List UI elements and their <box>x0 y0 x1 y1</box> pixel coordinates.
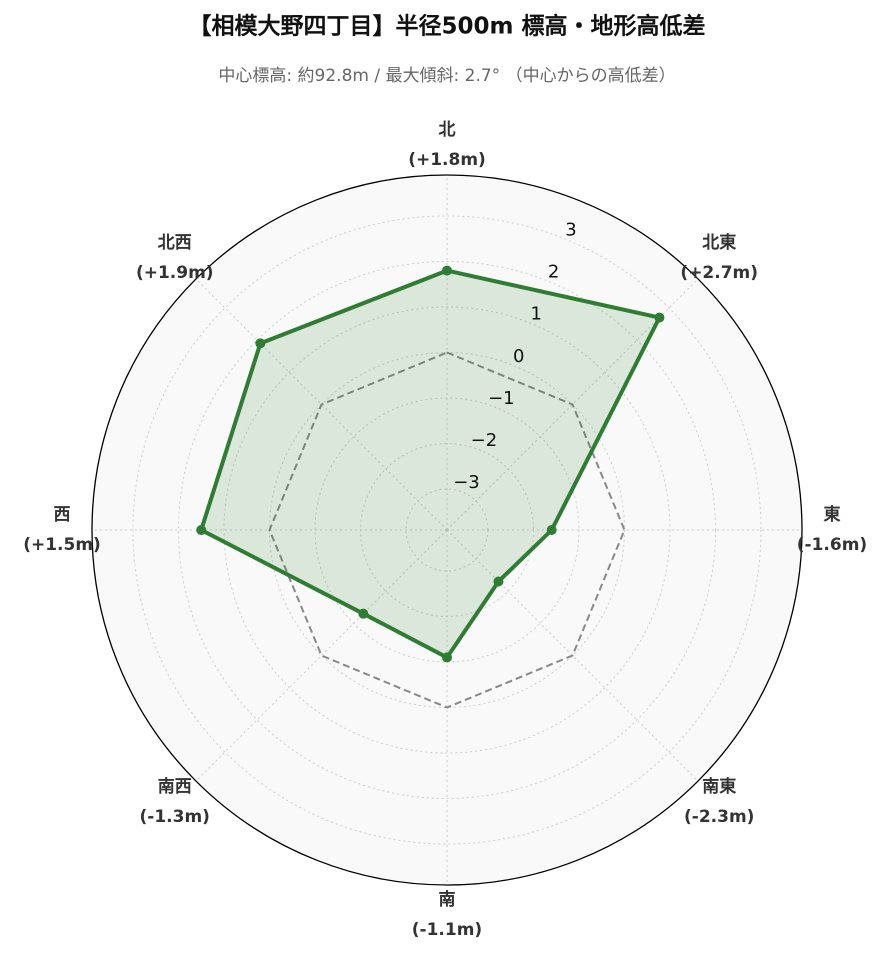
chart-subtitle: 中心標高: 約92.8m / 最大傾斜: 2.7° （中心からの高低差） <box>218 66 675 86</box>
spoke <box>446 529 699 782</box>
data-point <box>654 312 665 323</box>
spoke <box>195 529 448 782</box>
value-label: (+2.7m) <box>680 263 758 283</box>
reference-line <box>268 351 626 709</box>
tick-label: 3 <box>565 220 576 241</box>
category-label: 東 <box>824 504 841 525</box>
value-label: (-2.3m) <box>684 807 754 827</box>
category-label: 北 <box>439 120 456 140</box>
category-label: 南西 <box>158 776 192 797</box>
value-label: (-1.1m) <box>412 920 482 940</box>
plot-border <box>91 174 803 886</box>
grid-circle <box>223 306 671 754</box>
category-label: 北西 <box>158 233 192 253</box>
tick-label: −1 <box>488 388 515 409</box>
tick-label: −2 <box>471 430 498 451</box>
tick-label: 2 <box>548 262 559 283</box>
category-label: 西 <box>54 505 71 525</box>
tick-label: 1 <box>530 304 541 325</box>
spoke <box>195 278 448 531</box>
data-point <box>196 525 207 535</box>
category-label: 北東 <box>702 232 736 253</box>
data-point <box>442 652 452 663</box>
data-point <box>255 338 266 349</box>
tick-label: −3 <box>453 472 480 493</box>
tick-label: 0 <box>513 346 524 367</box>
data-point <box>358 608 369 619</box>
grid-circle <box>132 215 762 845</box>
value-label: (-1.3m) <box>140 807 210 827</box>
value-label: (-1.6m) <box>797 535 867 555</box>
category-label: 南 <box>439 889 456 910</box>
data-point <box>546 525 557 535</box>
data-point <box>493 576 504 587</box>
category-label: 南東 <box>702 776 736 797</box>
value-label: (+1.5m) <box>23 535 101 555</box>
value-label: (+1.8m) <box>408 150 486 170</box>
value-label: (+1.9m) <box>136 263 214 283</box>
grid-circle <box>177 260 717 800</box>
chart-title: 【相模大野四丁目】半径500m 標高・地形高低差 <box>189 13 706 40</box>
data-point <box>442 265 452 276</box>
